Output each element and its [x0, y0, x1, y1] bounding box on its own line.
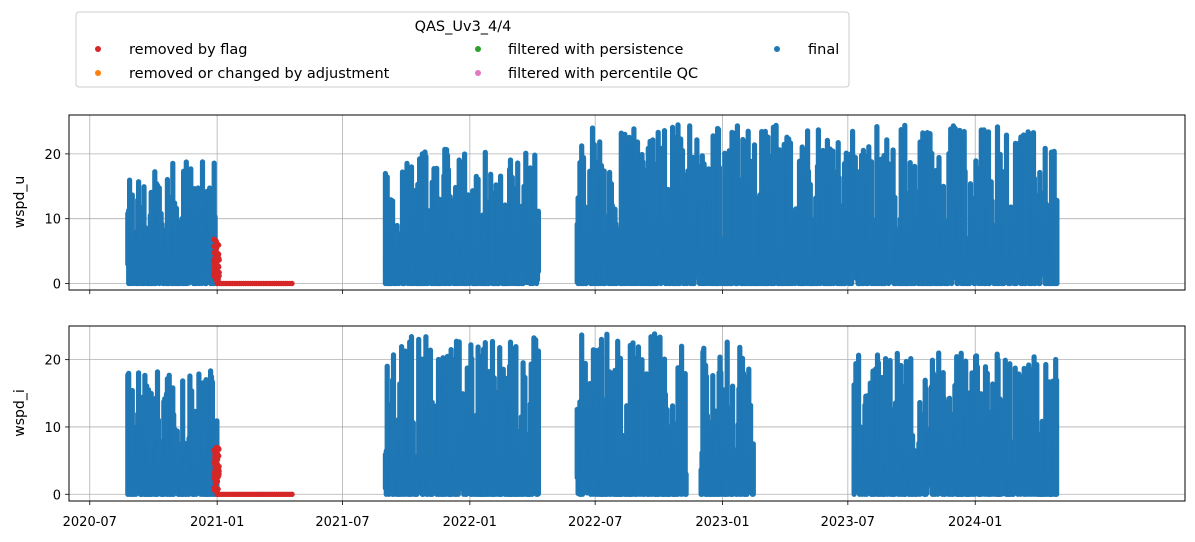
data-point [213, 487, 220, 494]
y-tick-label: 0 [53, 278, 61, 293]
x-tick-label: 2022-01 [443, 515, 497, 530]
series-final [125, 122, 1060, 287]
legend-label-removed-by-flag: removed by flag [129, 42, 248, 58]
x-tick-label: 2022-07 [568, 515, 622, 530]
x-tick-label: 2023-01 [695, 515, 749, 530]
data-point [215, 253, 221, 260]
data-point [211, 448, 218, 454]
data-point [212, 465, 219, 472]
x-tick-label: 2021-01 [190, 515, 244, 530]
series-removed-by-flag [211, 236, 295, 287]
data-point [211, 243, 217, 250]
x-tick-label: 2021-07 [315, 515, 369, 530]
legend-marker-persistence [475, 46, 481, 52]
data-point [216, 473, 222, 479]
panel-ticks: 0 10 20 [44, 148, 976, 294]
legend-marker-removed-or-changed [95, 70, 101, 76]
panel-frame [68, 325, 1186, 502]
data-point [212, 453, 218, 459]
legend-marker-removed-by-flag [95, 46, 101, 52]
data-point [213, 260, 219, 266]
legend-label-final: final [808, 42, 839, 58]
legend-title: QAS_Uv3_4/4 [415, 19, 512, 35]
panel-ticks: 0 10 20 [44, 354, 976, 505]
x-tick-labels: 2020-07 2021-01 2021-07 2022-01 2022-07 2023-… [63, 515, 1003, 530]
y-tick-label: 20 [44, 148, 61, 163]
data-point [289, 280, 295, 287]
series-removed-by-flag [211, 444, 295, 497]
y-tick-label: 20 [44, 354, 61, 369]
y-axis-label-wspd-u: wspd_u [12, 176, 28, 228]
data-point [211, 268, 217, 274]
data-point [211, 475, 217, 481]
legend: QAS_Uv3_4/4 removed by flag removed or c… [75, 11, 850, 88]
y-tick-label: 10 [44, 421, 61, 436]
data-point [216, 446, 222, 452]
data-point [213, 238, 219, 245]
panel-frame [68, 114, 1186, 291]
legend-label-removed-or-changed: removed or changed by adjustment [129, 66, 390, 82]
panel-marks [125, 331, 1060, 497]
legend-label-percentile-qc: filtered with percentile QC [508, 66, 698, 82]
panel-marks [125, 122, 1060, 287]
legend-marker-final [774, 46, 780, 52]
panel-wspd-u: 0 10 20 wspd_u [12, 114, 1186, 294]
x-tick-label: 2020-07 [63, 515, 117, 530]
y-tick-label: 10 [44, 213, 61, 228]
x-tick-label: 2023-07 [821, 515, 875, 530]
legend-marker-percentile-qc [475, 70, 481, 76]
legend-label-persistence: filtered with persistence [508, 42, 684, 58]
series-final [125, 331, 1060, 497]
data-point [289, 491, 295, 497]
panel-wspd-i: 0 10 20 wspd_i [12, 325, 1186, 505]
y-axis-label-wspd-i: wspd_i [12, 389, 28, 436]
legend-frame [75, 11, 850, 88]
y-tick-label: 0 [53, 488, 61, 503]
x-tick-label: 2024-01 [948, 515, 1002, 530]
